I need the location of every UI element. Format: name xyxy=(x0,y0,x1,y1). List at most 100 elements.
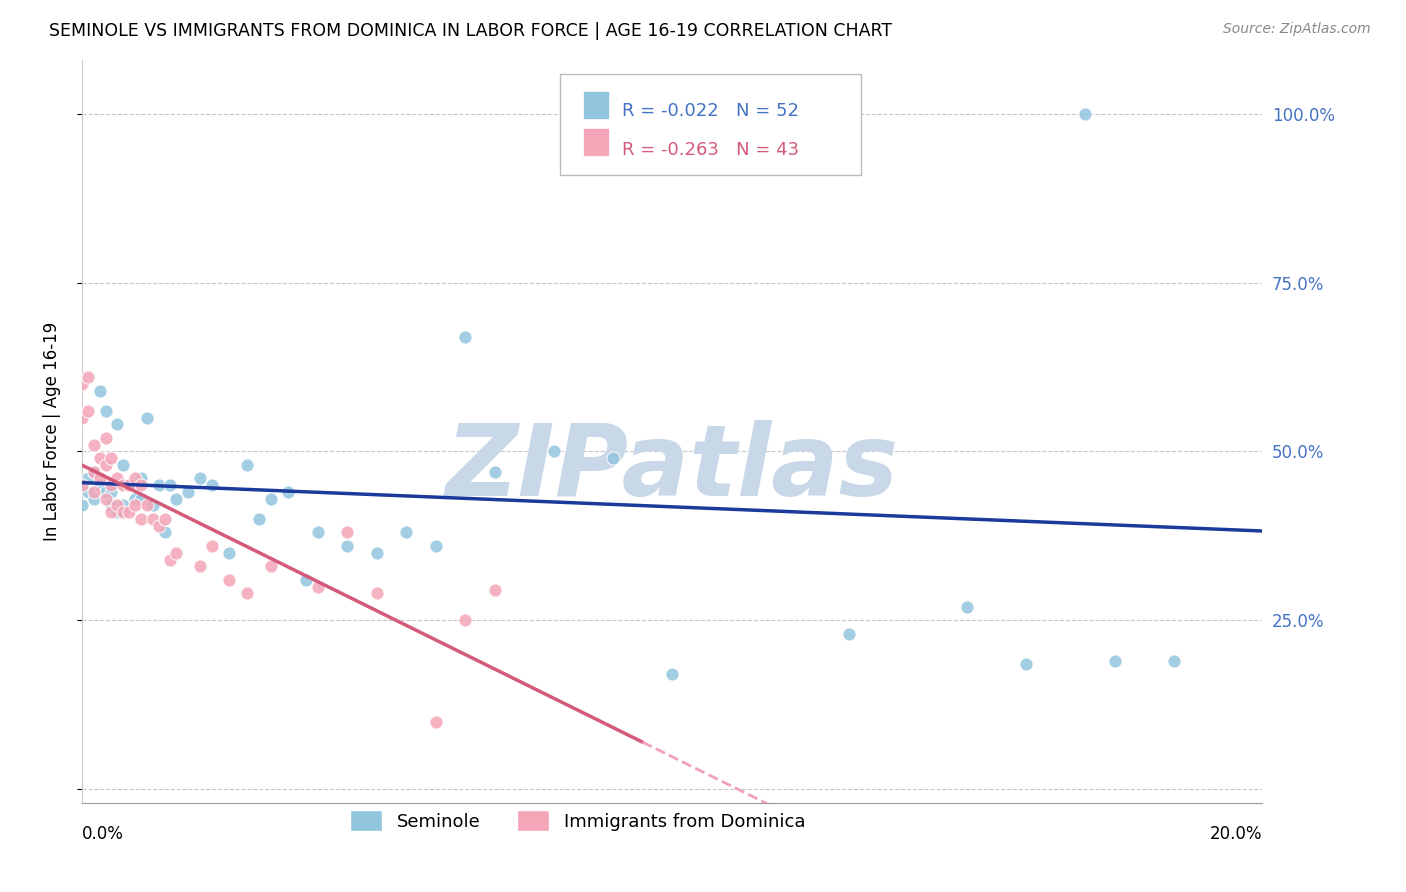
Point xyxy=(201,539,224,553)
Point xyxy=(247,512,270,526)
Point xyxy=(336,539,359,553)
Legend: Seminole, Immigrants from Dominica: Seminole, Immigrants from Dominica xyxy=(343,803,813,838)
Point xyxy=(484,465,506,479)
Point xyxy=(425,714,447,729)
Point xyxy=(118,478,141,492)
Point xyxy=(425,539,447,553)
Point xyxy=(83,465,105,479)
Point xyxy=(105,499,128,513)
Point xyxy=(105,417,128,432)
Point xyxy=(112,478,135,492)
Point xyxy=(135,410,157,425)
Point xyxy=(218,546,240,560)
Point xyxy=(159,478,181,492)
Point xyxy=(165,491,187,506)
Point xyxy=(70,478,93,492)
Point xyxy=(153,525,176,540)
Point xyxy=(112,458,135,472)
Point xyxy=(124,499,146,513)
Point xyxy=(118,505,141,519)
Point xyxy=(89,478,111,492)
Point xyxy=(188,559,211,574)
Point xyxy=(236,586,259,600)
Y-axis label: In Labor Force | Age 16-19: In Labor Force | Age 16-19 xyxy=(44,321,60,541)
Point xyxy=(129,491,152,506)
Point xyxy=(83,485,105,500)
Point xyxy=(260,559,283,574)
Point xyxy=(218,573,240,587)
Point xyxy=(94,458,117,472)
Point xyxy=(129,512,152,526)
Point xyxy=(83,438,105,452)
Point xyxy=(336,525,359,540)
Point xyxy=(165,546,187,560)
Text: ZIPatlas: ZIPatlas xyxy=(446,420,898,516)
Point xyxy=(307,580,329,594)
Point xyxy=(720,106,742,120)
Point xyxy=(83,465,105,479)
Point xyxy=(1015,657,1038,672)
Point xyxy=(177,485,200,500)
Point xyxy=(70,410,93,425)
Point xyxy=(236,458,259,472)
Text: SEMINOLE VS IMMIGRANTS FROM DOMINICA IN LABOR FORCE | AGE 16-19 CORRELATION CHAR: SEMINOLE VS IMMIGRANTS FROM DOMINICA IN … xyxy=(49,22,893,40)
Point xyxy=(83,491,105,506)
FancyBboxPatch shape xyxy=(560,74,860,175)
Point xyxy=(395,525,418,540)
Point xyxy=(661,667,683,681)
Point xyxy=(105,471,128,485)
Point xyxy=(100,499,122,513)
Point xyxy=(100,485,122,500)
Point xyxy=(307,525,329,540)
Point xyxy=(277,485,299,500)
Point xyxy=(70,478,93,492)
Point xyxy=(484,582,506,597)
Text: Source: ZipAtlas.com: Source: ZipAtlas.com xyxy=(1223,22,1371,37)
Point xyxy=(100,505,122,519)
Point xyxy=(838,627,860,641)
FancyBboxPatch shape xyxy=(583,128,609,156)
Point xyxy=(454,329,477,343)
Point xyxy=(1163,654,1185,668)
Point xyxy=(129,471,152,485)
Text: R = -0.022   N = 52: R = -0.022 N = 52 xyxy=(623,102,800,120)
Point xyxy=(89,451,111,466)
Point xyxy=(76,485,98,500)
Point xyxy=(105,505,128,519)
Point xyxy=(76,404,98,418)
Point xyxy=(94,491,117,506)
Point xyxy=(956,599,979,614)
Point xyxy=(142,512,165,526)
Point xyxy=(129,478,152,492)
Point xyxy=(602,451,624,466)
Point xyxy=(148,478,170,492)
Point xyxy=(100,478,122,492)
Point xyxy=(70,376,93,391)
Point xyxy=(135,499,157,513)
Point xyxy=(148,518,170,533)
Point xyxy=(94,485,117,500)
Point xyxy=(543,444,565,458)
Point xyxy=(188,471,211,485)
Point xyxy=(118,478,141,492)
Point xyxy=(124,491,146,506)
Point xyxy=(454,613,477,627)
Point xyxy=(94,404,117,418)
Point xyxy=(124,471,146,485)
FancyBboxPatch shape xyxy=(583,91,609,119)
Point xyxy=(1104,654,1126,668)
Point xyxy=(153,512,176,526)
Text: 0.0%: 0.0% xyxy=(82,825,124,843)
Point xyxy=(112,505,135,519)
Point xyxy=(366,586,388,600)
Point xyxy=(142,499,165,513)
Point xyxy=(260,491,283,506)
Point xyxy=(89,471,111,485)
Text: 20.0%: 20.0% xyxy=(1209,825,1263,843)
Point xyxy=(366,546,388,560)
Point xyxy=(76,370,98,384)
Point xyxy=(70,499,93,513)
Point xyxy=(112,499,135,513)
Point xyxy=(94,431,117,445)
Point xyxy=(1074,106,1097,120)
